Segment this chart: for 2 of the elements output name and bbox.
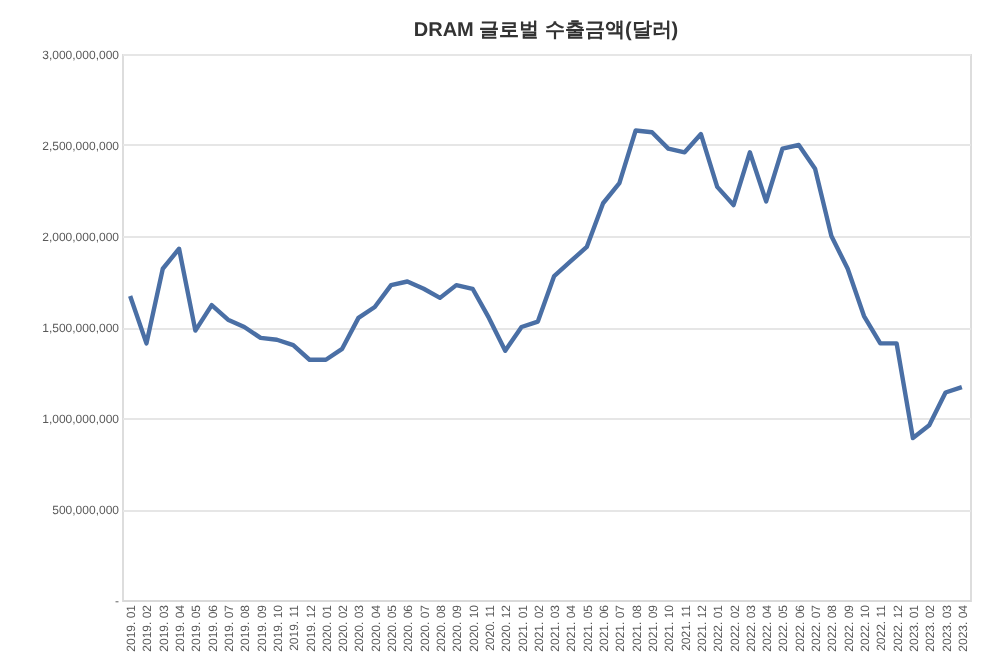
line-series bbox=[127, 128, 965, 441]
chart-title: DRAM 글로벌 수출금액(달러) bbox=[413, 20, 679, 42]
